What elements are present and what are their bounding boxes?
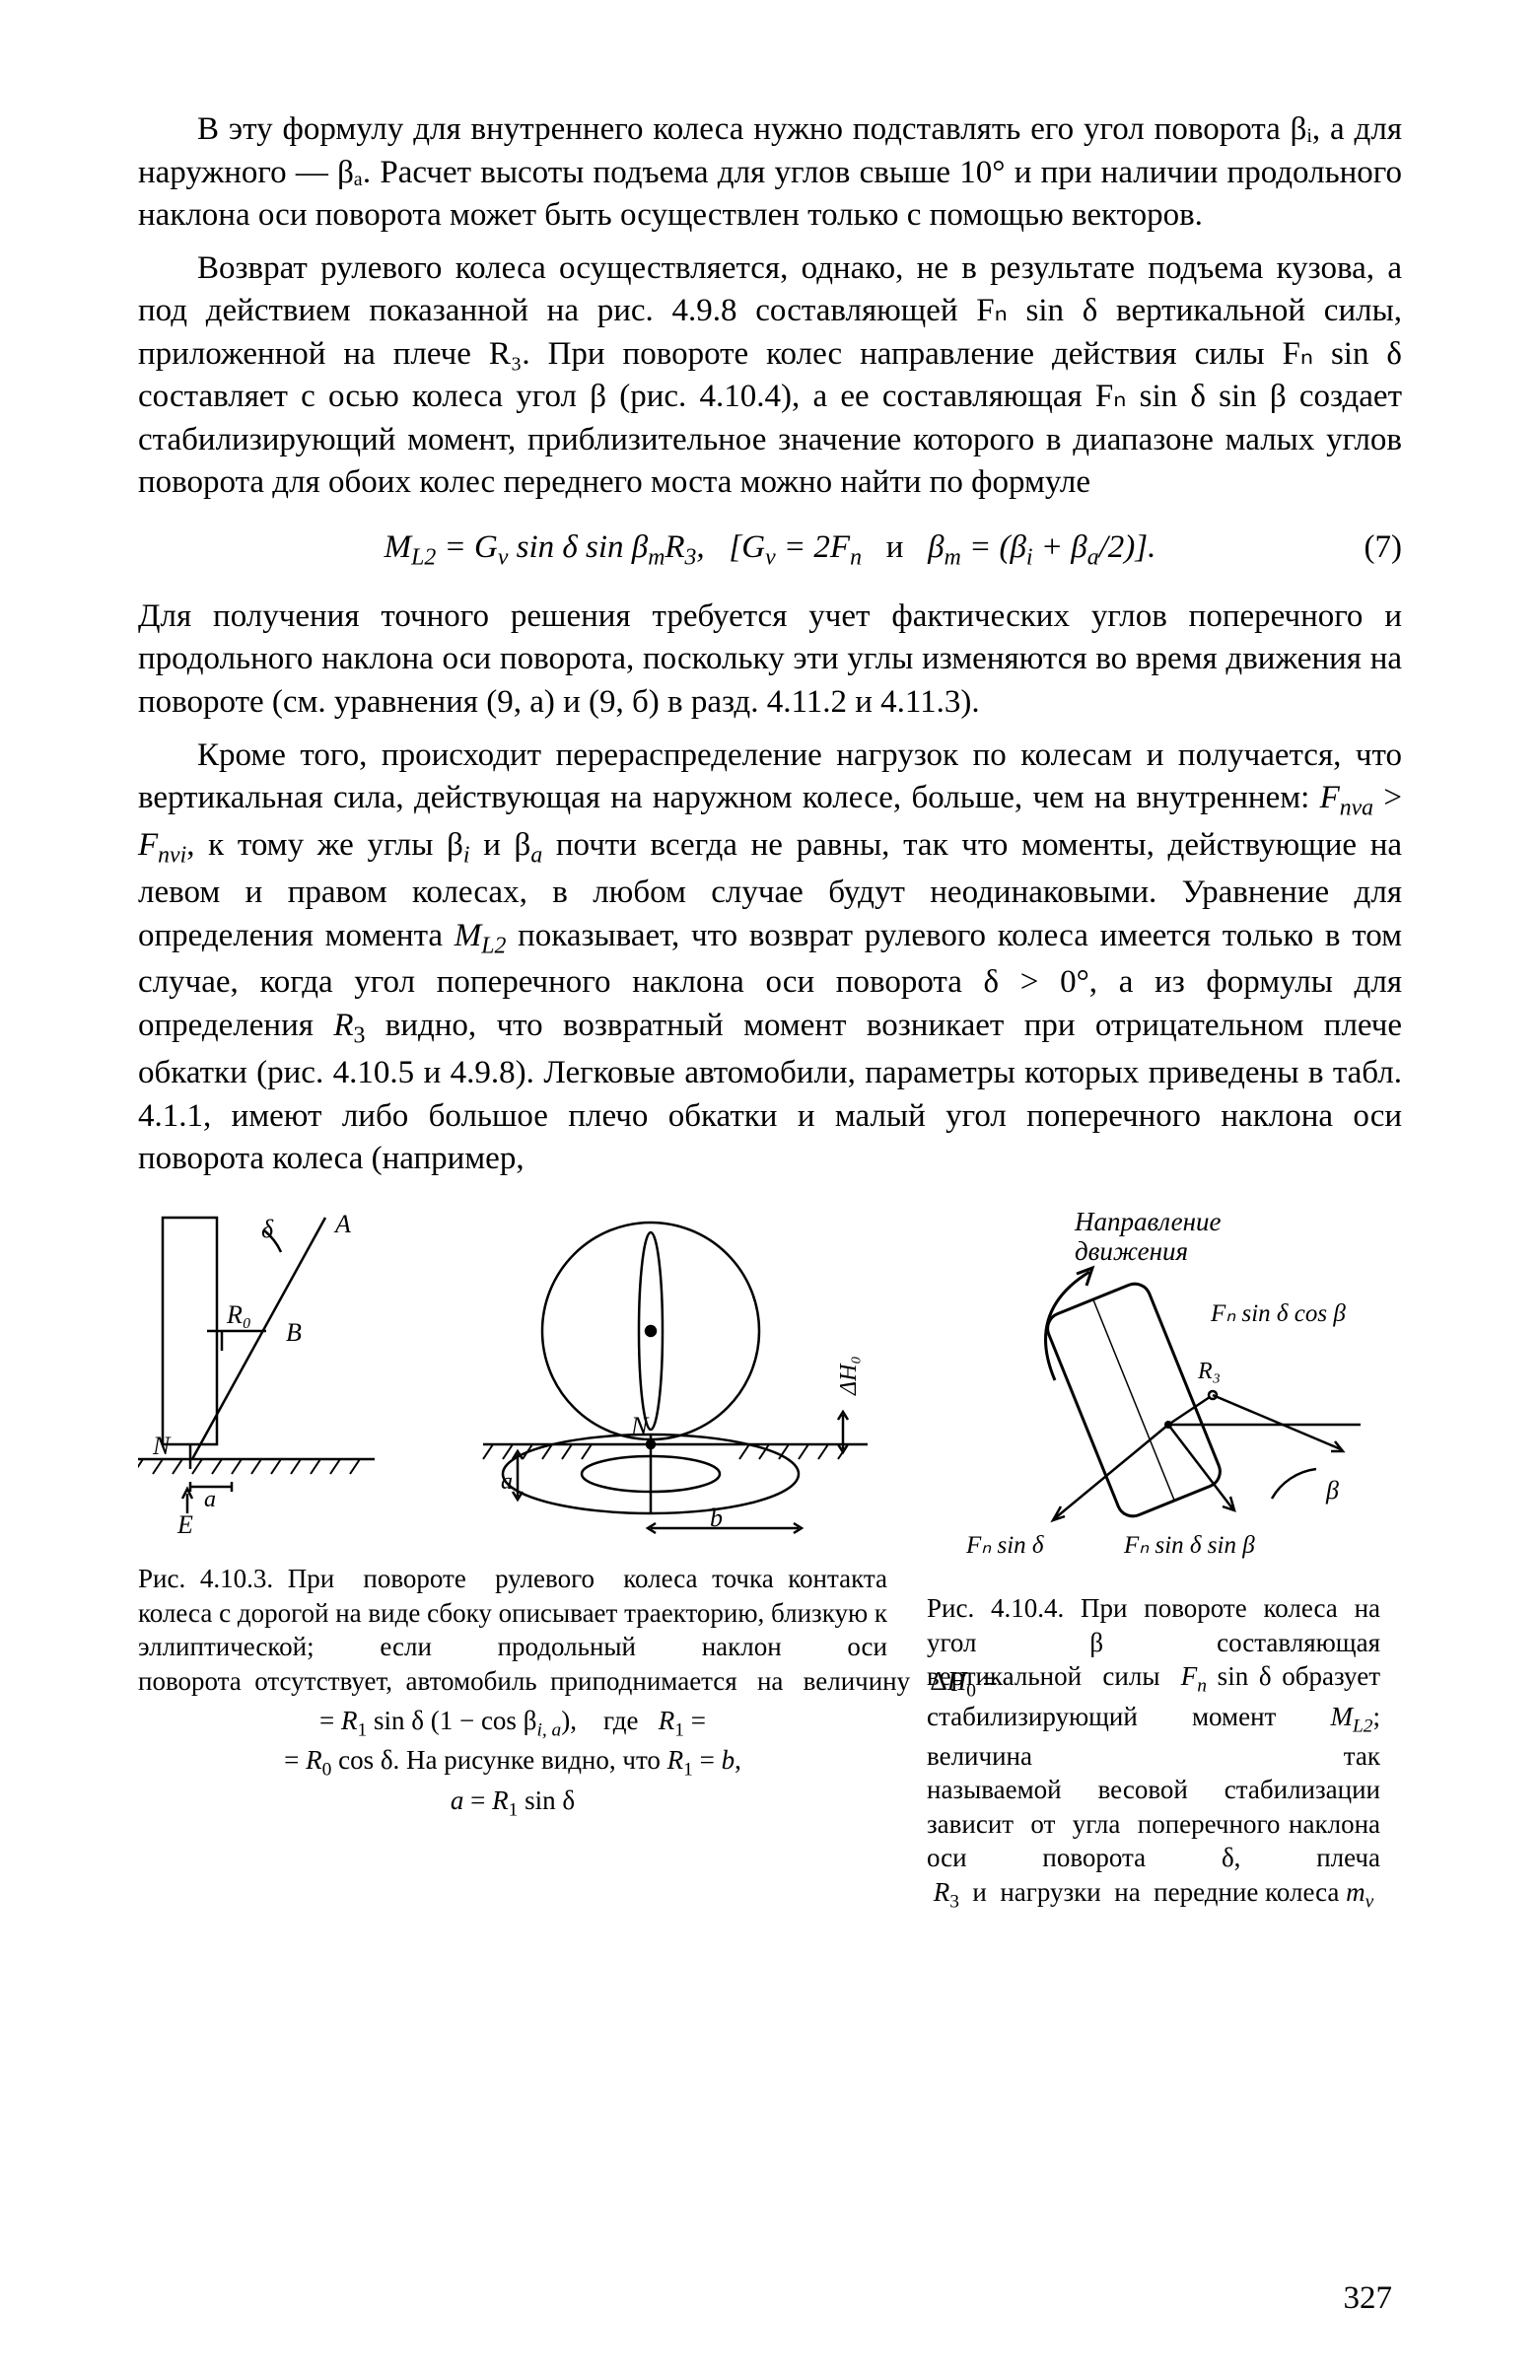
page: В эту формулу для внутреннего колеса нуж…	[0, 0, 1540, 2380]
paragraph-4: Кроме того, происходит перераспределение…	[138, 735, 1402, 1181]
label-fsin: Fₙ sin δ sin β	[1123, 1532, 1255, 1559]
label-beta: β	[1325, 1476, 1339, 1505]
label-E: E	[176, 1510, 193, 1538]
label-b: b	[710, 1504, 723, 1532]
label-fcos: Fₙ sin δ cos β	[1210, 1300, 1346, 1327]
figure-4-10-3-svg: δ A R₀ B N E a	[138, 1203, 887, 1538]
label-dH0: ΔH₀	[836, 1356, 862, 1396]
formula-7: ML2 = Gv sin δ sin βmR3, [Gv = 2Fn и βm …	[138, 526, 1402, 574]
figures-row: δ A R₀ B N E a	[138, 1203, 1402, 1916]
page-number: 327	[1344, 2277, 1393, 2321]
caption-4-10-3: Рис. 4.10.3. При повороте рулевого колес…	[138, 1562, 887, 1823]
figure-4-10-4-svg: Направление движения	[927, 1203, 1380, 1568]
label-a: a	[204, 1487, 216, 1512]
equation-number-7: (7)	[1365, 526, 1402, 570]
label-N2: N	[630, 1412, 650, 1440]
paragraph-1: В эту формулу для внутреннего колеса нуж…	[138, 108, 1402, 238]
caption-4-10-4-head: Рис. 4.10.4.	[927, 1593, 1064, 1623]
caption-4-10-3-head: Рис. 4.10.3.	[138, 1564, 273, 1593]
label-R3: R₃	[1197, 1359, 1221, 1384]
label-B: B	[286, 1318, 302, 1347]
label-A: A	[333, 1210, 351, 1238]
paragraph-2: Возврат рулевого колеса осуществляется, …	[138, 247, 1402, 505]
label-direction-2: движения	[1075, 1236, 1188, 1266]
label-delta: δ	[261, 1215, 274, 1243]
label-N: N	[152, 1432, 172, 1460]
caption-4-10-4: Рис. 4.10.4. При повороте колеса на угол…	[927, 1591, 1380, 1915]
figure-4-10-4: Направление движения	[927, 1203, 1380, 1916]
label-direction-1: Направление	[1074, 1207, 1222, 1236]
label-R0: R₀	[226, 1300, 251, 1329]
label-a2: a	[501, 1469, 513, 1495]
figure-4-10-3: δ A R₀ B N E a	[138, 1203, 887, 1916]
label-fmain: Fₙ sin δ	[965, 1532, 1044, 1559]
paragraph-3: Для получения точного решения требуется …	[138, 595, 1402, 725]
